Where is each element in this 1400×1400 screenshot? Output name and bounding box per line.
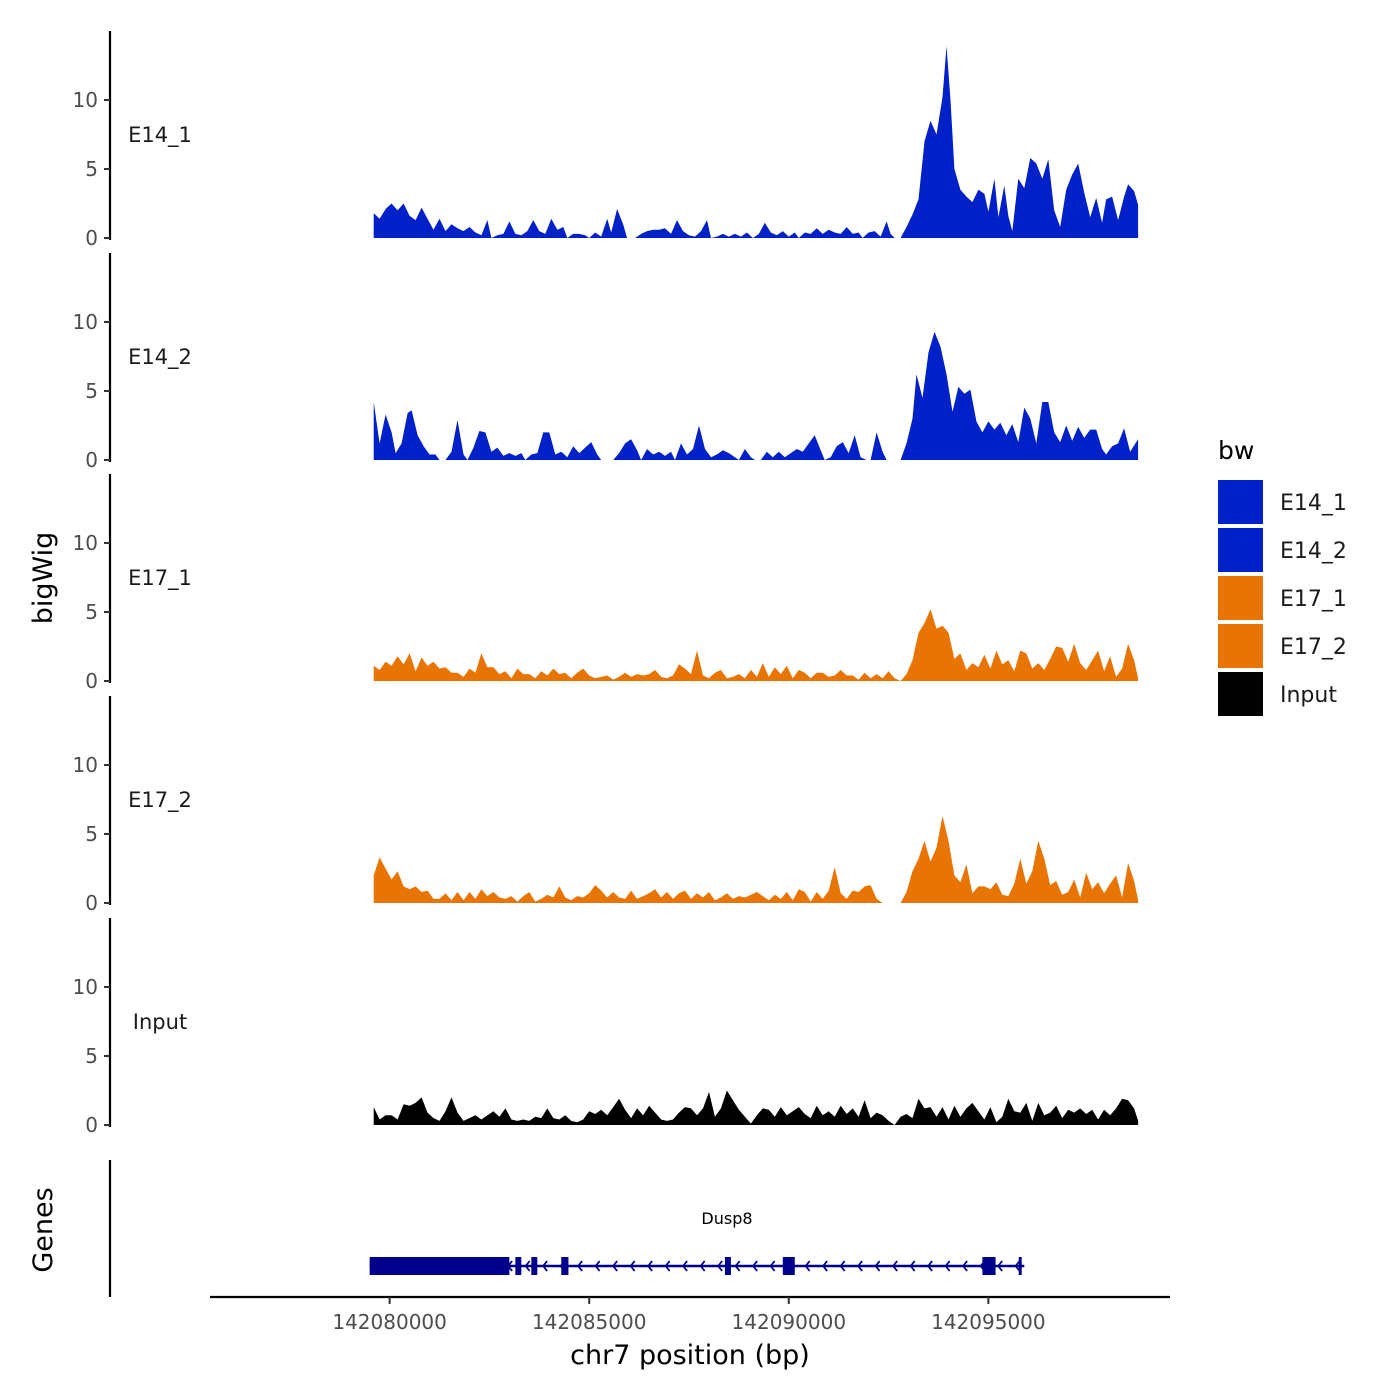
y-tick-label: 10 (73, 531, 98, 555)
y-tick-label: 5 (85, 379, 98, 403)
strand-arrow (822, 1260, 828, 1272)
gene-dusp8: Dusp8 (369, 1209, 1025, 1275)
strand-arrow (542, 1260, 548, 1272)
strand-arrow (752, 1260, 758, 1272)
legend-key-input (1218, 672, 1263, 716)
genes-axis-title: Genes (28, 1187, 59, 1272)
strand-arrow (839, 1260, 846, 1272)
x-axis-title: chr7 position (bp) (570, 1340, 810, 1371)
strand-arrow (594, 1260, 601, 1272)
track-label: Input (133, 1010, 187, 1034)
y-tick-label: 5 (85, 600, 98, 624)
y-tick-label: 10 (73, 310, 98, 334)
y-tick-label: 0 (85, 891, 98, 915)
y-tick-label: 5 (85, 157, 98, 181)
legend-key-e14-2 (1218, 528, 1263, 572)
track-e17-2: 0 5 10 E17_2 (73, 696, 1139, 915)
legend-label: E14_2 (1280, 539, 1347, 564)
strand-arrow (577, 1260, 583, 1272)
strand-arrow (874, 1260, 881, 1272)
strand-arrow (629, 1260, 636, 1272)
legend-title: bw (1218, 436, 1254, 465)
y-tick-label: 10 (73, 975, 98, 999)
strand-arrow (682, 1260, 688, 1272)
strand-arrow (734, 1260, 741, 1272)
gene-exon (515, 1257, 522, 1275)
legend-key-e14-1 (1218, 480, 1263, 524)
legend-label: E17_1 (1280, 587, 1347, 612)
strand-arrow (769, 1260, 776, 1272)
track-label: E14_2 (128, 345, 192, 370)
y-tick-label: 0 (85, 1113, 98, 1137)
strand-arrow (1014, 1260, 1021, 1272)
gene-exon (1018, 1257, 1022, 1275)
strand-arrow (612, 1260, 618, 1272)
y-tick-label: 0 (85, 226, 98, 250)
coverage-area-e17-1 (373, 609, 1139, 681)
track-label: E17_1 (128, 566, 192, 591)
track-e14-1: 0 5 10 E14_1 (73, 31, 1139, 250)
gene-exon (782, 1257, 795, 1275)
strand-arrow (909, 1260, 916, 1272)
gene-exon (982, 1257, 996, 1275)
track-label: E17_2 (128, 788, 192, 813)
gene-exon (724, 1257, 731, 1275)
legend-label: E14_1 (1280, 491, 1347, 516)
strand-arrow (962, 1260, 968, 1272)
strand-arrow (997, 1260, 1003, 1272)
strand-arrow (647, 1260, 653, 1272)
legend-key-e17-2 (1218, 624, 1263, 668)
gene-exon (531, 1257, 538, 1275)
strand-arrow (944, 1260, 951, 1272)
coverage-area-e17-2 (373, 816, 1139, 903)
strand-arrow (717, 1260, 723, 1272)
y-axis-title: bigWig (28, 532, 59, 625)
coverage-area-input (373, 1090, 1139, 1125)
y-tick-label: 5 (85, 1044, 98, 1068)
strand-arrow (892, 1260, 898, 1272)
legend-label: E17_2 (1280, 635, 1347, 660)
y-tick-label: 10 (73, 88, 98, 112)
strand-arrow (927, 1260, 933, 1272)
gene-exon (561, 1257, 569, 1275)
x-tick-label: 142085000 (532, 1310, 647, 1334)
track-input: 0 5 10 Input (73, 918, 1139, 1137)
track-e17-1: 0 5 10 E17_1 (73, 474, 1139, 693)
track-e14-2: 0 5 10 E14_2 (73, 253, 1139, 472)
gene-exon (369, 1257, 510, 1275)
strand-arrow (664, 1260, 671, 1272)
strand-arrow (699, 1260, 706, 1272)
coverage-area-e14-2 (373, 331, 1139, 460)
x-tick-label: 142090000 (732, 1310, 847, 1334)
y-tick-label: 0 (85, 448, 98, 472)
strand-arrow (524, 1260, 531, 1272)
y-tick-label: 5 (85, 822, 98, 846)
strand-arrow (804, 1260, 811, 1272)
strand-arrow (857, 1260, 863, 1272)
legend-key-e17-1 (1218, 576, 1263, 620)
gene-label: Dusp8 (701, 1209, 752, 1228)
x-tick-label: 142095000 (931, 1310, 1046, 1334)
legend-label: Input (1280, 683, 1337, 708)
x-tick-label: 142080000 (332, 1310, 447, 1334)
track-label: E14_1 (128, 123, 192, 148)
coverage-area-e14-1 (373, 46, 1139, 239)
y-tick-label: 10 (73, 753, 98, 777)
y-tick-label: 0 (85, 669, 98, 693)
